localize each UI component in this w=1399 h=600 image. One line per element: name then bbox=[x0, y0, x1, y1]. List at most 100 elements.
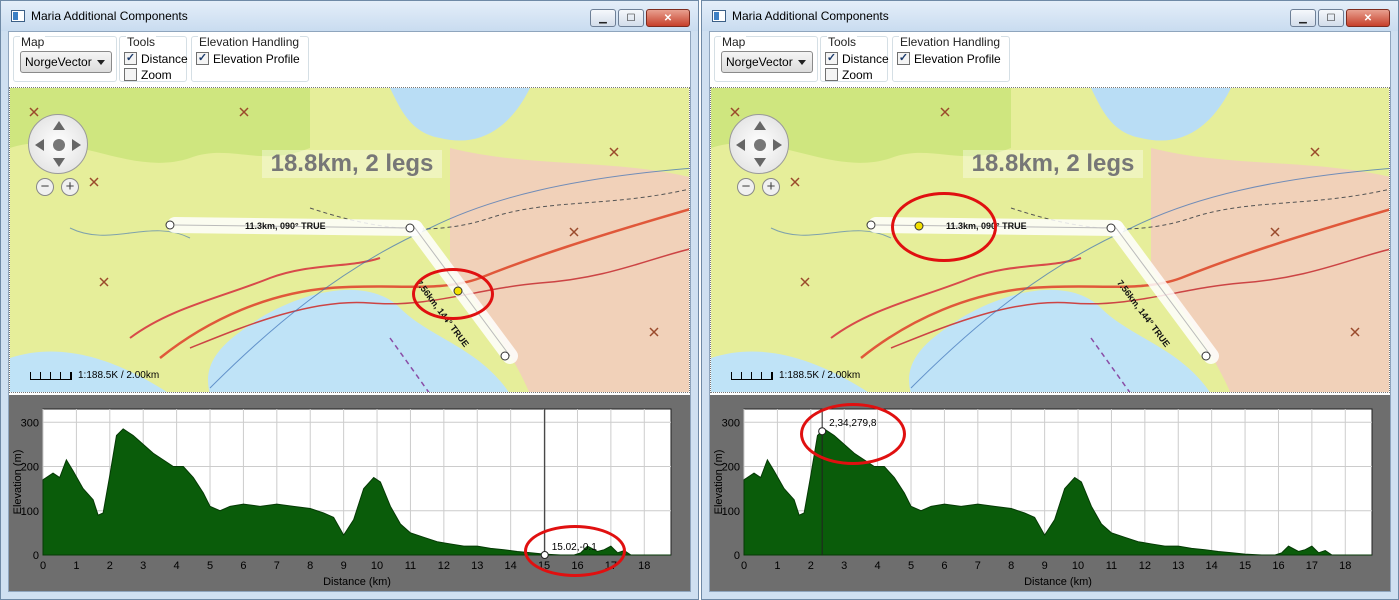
window-content: Map NorgeVector Tools ✓ Distance Zoom El bbox=[709, 31, 1391, 592]
scale-bar: 1:188.5K / 2.00km bbox=[731, 370, 860, 381]
x-tick-label: 5 bbox=[207, 560, 213, 572]
zoom-in-button[interactable]: + bbox=[762, 178, 780, 196]
x-axis-label: Distance (km) bbox=[1024, 576, 1092, 588]
map-select[interactable]: NorgeVector bbox=[20, 51, 112, 73]
caption-buttons: ▁ ☐ ✕ bbox=[590, 9, 690, 27]
leg-1-label: 11.3km, 090° TRUE bbox=[245, 221, 326, 231]
distance-label: Distance bbox=[141, 51, 188, 66]
zoom-in-button[interactable]: + bbox=[61, 178, 79, 196]
x-tick-label: 17 bbox=[1306, 560, 1318, 572]
pan-left-icon[interactable] bbox=[736, 139, 745, 151]
distance-checkbox[interactable]: ✓ bbox=[825, 52, 838, 65]
distance-checkbox-row[interactable]: ✓ Distance bbox=[825, 51, 889, 66]
y-tick-label: 0 bbox=[734, 550, 740, 562]
x-tick-label: 8 bbox=[307, 560, 313, 572]
y-tick-label: 200 bbox=[722, 462, 740, 474]
window-content: Map NorgeVector Tools ✓ Distance Zoom El bbox=[8, 31, 691, 592]
x-tick-label: 12 bbox=[438, 560, 450, 572]
app-window-right: Maria Additional Components ▁ ☐ ✕ Map No… bbox=[701, 0, 1399, 600]
elevation-profile-checkbox-row[interactable]: ✓ Elevation Profile bbox=[196, 51, 300, 66]
pan-right-icon[interactable] bbox=[773, 139, 782, 151]
x-tick-label: 10 bbox=[371, 560, 383, 572]
elevation-profile-label: Elevation Profile bbox=[213, 51, 300, 66]
map-select-value: NorgeVector bbox=[25, 55, 92, 69]
title-bar[interactable]: Maria Additional Components ▁ ☐ ✕ bbox=[702, 1, 1398, 31]
minimize-button[interactable]: ▁ bbox=[1290, 9, 1316, 27]
x-tick-label: 5 bbox=[908, 560, 914, 572]
x-tick-label: 18 bbox=[638, 560, 650, 572]
route-summary: 18.8km, 2 legs bbox=[262, 150, 442, 178]
pan-center-icon[interactable] bbox=[754, 139, 766, 151]
pan-up-icon[interactable] bbox=[53, 121, 65, 130]
x-tick-label: 4 bbox=[875, 560, 881, 572]
zoom-checkbox[interactable] bbox=[124, 68, 137, 81]
app-window-left: Maria Additional Components ▁ ☐ ✕ Map No… bbox=[0, 0, 699, 600]
x-tick-label: 15 bbox=[1239, 560, 1251, 572]
pan-right-icon[interactable] bbox=[72, 139, 81, 151]
zoom-out-button[interactable]: − bbox=[36, 178, 54, 196]
maximize-button[interactable]: ☐ bbox=[1318, 9, 1344, 27]
pan-down-icon[interactable] bbox=[754, 158, 766, 167]
x-tick-label: 16 bbox=[1272, 560, 1284, 572]
highlight-ring bbox=[891, 192, 997, 262]
tools-group: Tools ✓ Distance Zoom bbox=[119, 36, 188, 82]
app-icon bbox=[11, 10, 25, 22]
x-tick-label: 13 bbox=[471, 560, 483, 572]
close-button[interactable]: ✕ bbox=[646, 9, 690, 27]
title-bar[interactable]: Maria Additional Components ▁ ☐ ✕ bbox=[1, 1, 698, 31]
pan-up-icon[interactable] bbox=[754, 121, 766, 130]
app-icon bbox=[712, 10, 726, 22]
zoom-checkbox-row[interactable]: Zoom bbox=[825, 67, 873, 82]
elevation-profile-label: Elevation Profile bbox=[914, 51, 1001, 66]
elevation-group-label: Elevation Handling bbox=[899, 35, 1002, 49]
x-tick-label: 0 bbox=[40, 560, 46, 572]
x-tick-label: 0 bbox=[741, 560, 747, 572]
tools-group: Tools ✓ Distance Zoom bbox=[820, 35, 889, 82]
map-pan-control[interactable] bbox=[729, 114, 789, 174]
map-group-label: Map bbox=[20, 35, 46, 49]
elevation-group: Elevation Handling ✓ Elevation Profile bbox=[191, 36, 309, 82]
elevation-profile-checkbox[interactable]: ✓ bbox=[196, 52, 209, 65]
map-canvas[interactable] bbox=[711, 88, 1390, 393]
x-tick-label: 13 bbox=[1172, 560, 1184, 572]
x-tick-label: 3 bbox=[140, 560, 146, 572]
pan-center-icon[interactable] bbox=[53, 139, 65, 151]
x-tick-label: 7 bbox=[975, 560, 981, 572]
map-pan-control[interactable] bbox=[28, 114, 88, 174]
x-tick-label: 11 bbox=[1106, 560, 1117, 572]
window-title: Maria Additional Components bbox=[31, 9, 188, 23]
zoom-checkbox[interactable] bbox=[825, 68, 838, 81]
x-tick-label: 1 bbox=[774, 560, 780, 572]
toolbar: Map NorgeVector Tools ✓ Distance Zoom El bbox=[9, 32, 690, 85]
distance-label: Distance bbox=[842, 51, 889, 66]
elevation-chart[interactable]: 0 1 2 3 4 5 6 7 8 9 10 11 12 13 14 15 16 17 18 0 100 200 300 Di… bbox=[710, 395, 1390, 591]
window-title: Maria Additional Components bbox=[732, 9, 889, 23]
scale-bar: 1:188.5K / 2.00km bbox=[30, 370, 159, 381]
x-tick-label: 3 bbox=[841, 560, 847, 572]
elevation-chart[interactable]: 0 1 2 3 4 5 6 7 8 9 10 11 12 13 14 15 16 17 18 0 100 200 300 Di… bbox=[9, 395, 690, 591]
map-view[interactable]: − + 18.8km, 2 legs 11.3km, 090° TRUE 7.5… bbox=[9, 87, 690, 393]
map-view[interactable]: − + 18.8km, 2 legs 11.3km, 090° TRUE 7.5… bbox=[710, 87, 1390, 393]
x-tick-label: 12 bbox=[1139, 560, 1151, 572]
y-axis-label: Elevation (m) bbox=[713, 450, 725, 515]
maximize-button[interactable]: ☐ bbox=[618, 9, 644, 27]
pan-down-icon[interactable] bbox=[53, 158, 65, 167]
x-tick-label: 1 bbox=[73, 560, 79, 572]
highlight-ring bbox=[524, 525, 626, 577]
distance-checkbox-row[interactable]: ✓ Distance bbox=[124, 51, 188, 66]
minimize-button[interactable]: ▁ bbox=[590, 9, 616, 27]
pan-left-icon[interactable] bbox=[35, 139, 44, 151]
route-summary: 18.8km, 2 legs bbox=[963, 150, 1143, 178]
caption-buttons: ▁ ☐ ✕ bbox=[1290, 9, 1390, 27]
map-select[interactable]: NorgeVector bbox=[721, 51, 813, 73]
elevation-profile-checkbox-row[interactable]: ✓ Elevation Profile bbox=[897, 51, 1001, 66]
zoom-checkbox-row[interactable]: Zoom bbox=[124, 67, 172, 82]
map-canvas[interactable] bbox=[10, 88, 690, 393]
tools-group-label: Tools bbox=[827, 35, 858, 49]
zoom-label: Zoom bbox=[141, 67, 172, 82]
zoom-out-button[interactable]: − bbox=[737, 178, 755, 196]
x-tick-label: 10 bbox=[1072, 560, 1084, 572]
close-button[interactable]: ✕ bbox=[1346, 9, 1390, 27]
distance-checkbox[interactable]: ✓ bbox=[124, 52, 137, 65]
elevation-profile-checkbox[interactable]: ✓ bbox=[897, 52, 910, 65]
